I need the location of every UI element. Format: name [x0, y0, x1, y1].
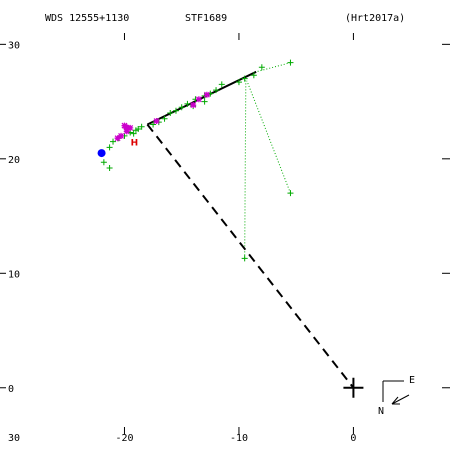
plot-axes: -20 -10 0 30 20 10 0 30 — [0, 33, 450, 444]
node-line — [146, 123, 355, 389]
highlight-point-0 — [195, 96, 202, 103]
residual-line-1 — [246, 80, 291, 194]
observation-point-5 — [218, 81, 225, 88]
observation-point-11 — [178, 104, 185, 111]
observation-point-1 — [258, 64, 265, 71]
observation-point-27 — [241, 255, 248, 262]
header-wds-id: WDS 12555+1130 — [45, 13, 129, 24]
observation-point-13 — [167, 110, 174, 117]
observation-point-3 — [241, 75, 248, 82]
compass-motion-arrow — [391, 394, 410, 405]
highlight-markers: H — [114, 91, 210, 149]
observation-point-23 — [106, 144, 113, 151]
observation-point-30 — [130, 130, 137, 137]
observation-point-2 — [250, 72, 257, 79]
header-star-name: STF1689 — [185, 13, 227, 24]
y-tick-label-0: 30 — [8, 40, 20, 51]
x-tick-label-1: -10 — [230, 433, 248, 444]
observation-point-14 — [161, 115, 168, 122]
x-tick-label-2: 0 — [350, 433, 356, 444]
compass: E N — [378, 375, 415, 417]
observation-point-31 — [135, 126, 142, 133]
y-tick-label-2: 10 — [8, 269, 20, 280]
header-orbit-ref: (Hrt2017a) — [345, 13, 405, 24]
highlight-point-7 — [203, 91, 210, 98]
observation-point-10 — [184, 100, 191, 107]
observation-markers — [100, 59, 294, 262]
orbit-arc — [146, 70, 257, 126]
primary-star-cross — [343, 377, 364, 398]
observation-point-24 — [100, 159, 107, 166]
observation-point-28 — [201, 98, 208, 105]
compass-arrow-head-1 — [391, 396, 399, 405]
hipparcos-marker: H — [131, 139, 139, 149]
observation-point-12 — [172, 107, 179, 114]
observation-point-16 — [150, 121, 157, 128]
highlight-point-1 — [190, 102, 197, 109]
y-tick-label-1: 20 — [8, 155, 20, 166]
compass-east-label: E — [409, 375, 415, 386]
compass-north-label: N — [378, 406, 384, 417]
observation-point-26 — [287, 190, 294, 197]
recent-observation-markers — [97, 149, 106, 158]
corner-tick-label: 30 — [8, 433, 20, 444]
residual-lines — [244, 62, 291, 259]
highlight-dot-0 — [123, 124, 131, 132]
primary-star — [343, 377, 364, 398]
node-line-segment — [146, 123, 355, 389]
highlight-point-5 — [114, 135, 121, 142]
orbit-arc-segment — [146, 70, 257, 126]
highlight-point-2 — [153, 118, 160, 125]
y-tick-label-3: 0 — [8, 384, 14, 395]
highlight-point-4 — [118, 132, 125, 139]
recent-observation-0 — [97, 149, 106, 158]
observation-point-17 — [138, 123, 145, 130]
observation-point-25 — [106, 164, 113, 171]
observation-point-0 — [287, 59, 294, 66]
x-tick-label-0: -20 — [115, 433, 133, 444]
observation-point-4 — [235, 79, 242, 86]
observation-point-22 — [110, 138, 117, 145]
observation-point-6 — [213, 87, 220, 94]
